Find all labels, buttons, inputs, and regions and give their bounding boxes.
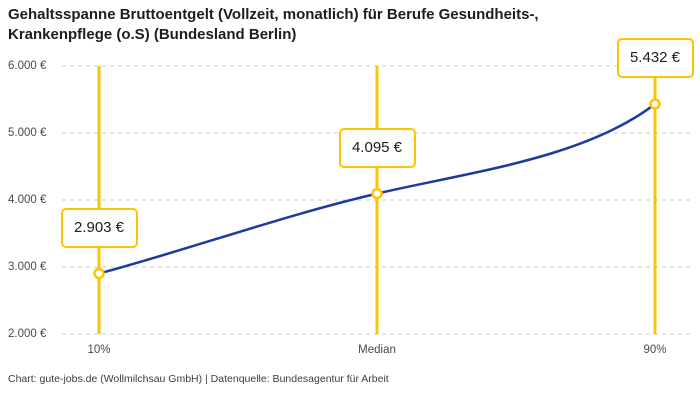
x-axis-label-median: Median	[358, 344, 396, 356]
y-axis-label: 5.000 €	[8, 127, 47, 139]
y-axis-label: 2.000 €	[8, 328, 47, 340]
footer-credit: Chart: gute-jobs.de (Wollmilchsau GmbH) …	[8, 373, 389, 385]
y-axis-label: 4.000 €	[8, 194, 47, 206]
y-axis-label: 6.000 €	[8, 60, 47, 72]
x-axis-label-90: 90%	[643, 344, 667, 356]
data-point-marker-median	[371, 187, 383, 200]
value-callout-90: 5.432 €	[616, 38, 694, 78]
value-callout-median: 4.095 €	[338, 127, 416, 168]
chart-title: Gehaltsspanne Bruttoentgelt (Vollzeit, m…	[8, 6, 539, 43]
y-axis-label: 3.000 €	[8, 261, 47, 273]
x-axis-label-10: 10%	[87, 344, 111, 356]
data-point-marker-90	[649, 98, 661, 110]
percentile-lines	[97, 66, 657, 334]
data-point-marker-10	[93, 267, 105, 280]
data-point-markers	[93, 98, 661, 280]
value-callout-10: 2.903 €	[60, 207, 138, 248]
